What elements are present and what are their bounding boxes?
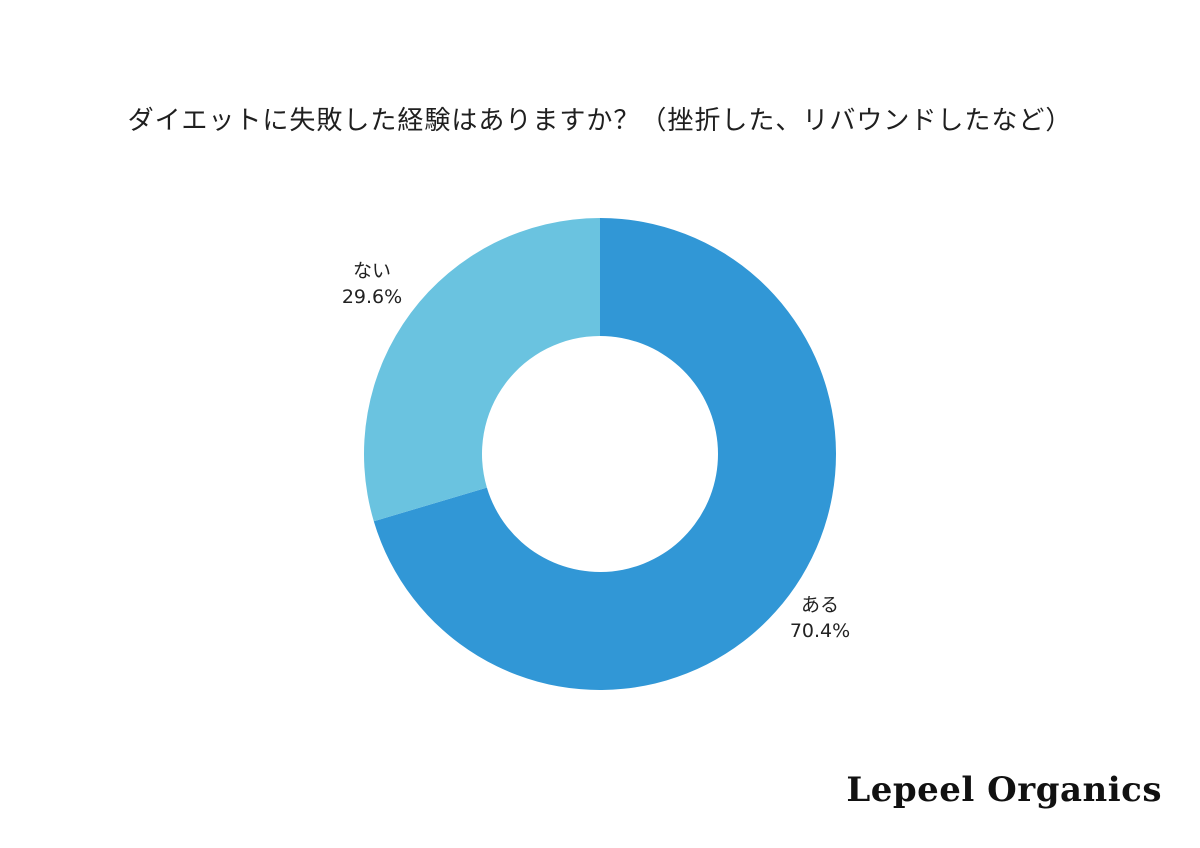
chart-title: ダイエットに失敗した経験はありますか？（挫折した、リバウンドしたなど） [127, 106, 1073, 136]
brand-logo: Lepeel Organics [846, 770, 1162, 810]
slice-percent-label: 70.4% [789, 620, 851, 642]
donut-slice-1 [363, 218, 600, 522]
slice-label-aru: ある 70.4% [770, 592, 870, 644]
slice-label-nai: ない 29.6% [322, 258, 422, 310]
slice-percent-label: 29.6% [341, 286, 403, 308]
slice-category-label: ある [800, 594, 839, 616]
slice-category-label: ない [352, 260, 391, 282]
donut-slice-0 [373, 218, 836, 690]
